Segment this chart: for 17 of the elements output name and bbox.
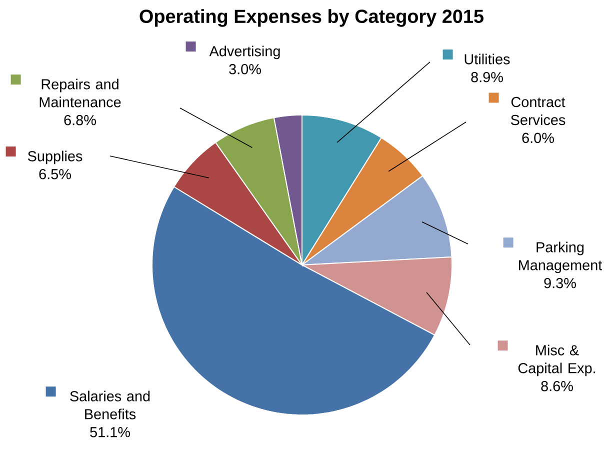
legend-label: Contract Services <box>510 96 566 126</box>
legend-label: Misc & Capital Exp. <box>518 344 596 376</box>
data-label: 9.3% <box>544 278 576 288</box>
chart-title: Operating Expenses by Category 2015 <box>140 9 484 27</box>
data-label: 8.9% <box>471 72 503 82</box>
legend-label: Utilities <box>464 54 510 64</box>
data-label: 6.5% <box>39 169 71 180</box>
legend-label: Salaries and Benefits <box>70 390 150 420</box>
data-label: 51.1% <box>90 427 130 438</box>
legend-label: Advertising <box>209 46 280 60</box>
data-label: 6.8% <box>64 114 96 126</box>
data-label: 3.0% <box>229 64 261 74</box>
legend-label: Parking Management <box>519 242 602 274</box>
data-label: 6.0% <box>522 132 554 144</box>
data-label: 8.6% <box>541 380 573 392</box>
legend-label: Supplies <box>28 150 82 164</box>
legend-label: Repairs and Maintenance <box>40 78 121 108</box>
